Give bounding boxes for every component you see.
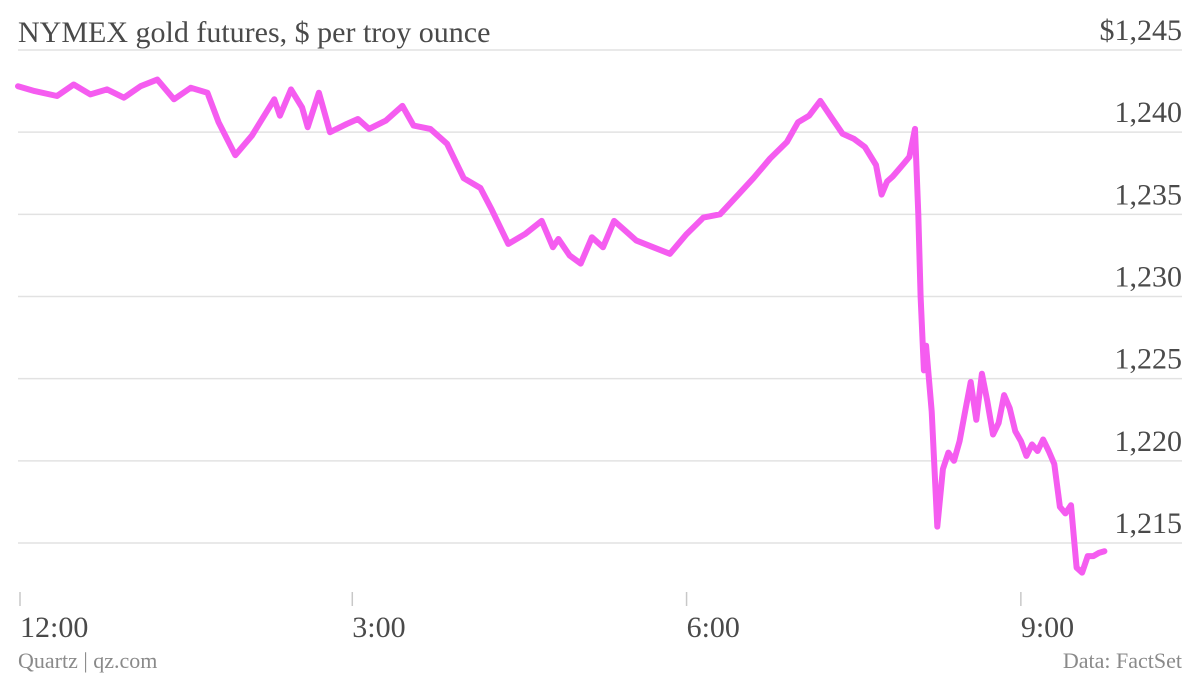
gridlines (18, 49, 1182, 544)
y-tick-label: 1,240 (1115, 96, 1183, 129)
y-tick-label: 1,220 (1115, 425, 1183, 458)
y-tick-label: 1,225 (1115, 343, 1183, 376)
x-tick-label: 6:00 (687, 611, 740, 644)
series-line-0 (15, 76, 1108, 576)
y-tick-label: 1,230 (1115, 261, 1183, 294)
y-tick-label: $1,245 (1100, 14, 1183, 47)
x-axis-ticks: 12:00 3:00 6:00 9:00 (19, 592, 1074, 644)
source-credit: Quartz | qz.com (18, 648, 157, 673)
y-tick-label: 1,215 (1115, 507, 1183, 540)
data-source: Data: FactSet (1063, 648, 1182, 673)
x-tick-label: 9:00 (1021, 611, 1074, 644)
y-axis-tick-labels: 1,215 1,220 1,225 1,230 1,235 1,240 $1,245 (1100, 14, 1183, 540)
price-series (15, 76, 1108, 576)
y-tick-label: 1,235 (1115, 178, 1183, 211)
x-tick-label: 3:00 (352, 611, 405, 644)
x-tick-label: 12:00 (20, 611, 88, 644)
chart-title: NYMEX gold futures, $ per troy ounce (18, 16, 490, 49)
